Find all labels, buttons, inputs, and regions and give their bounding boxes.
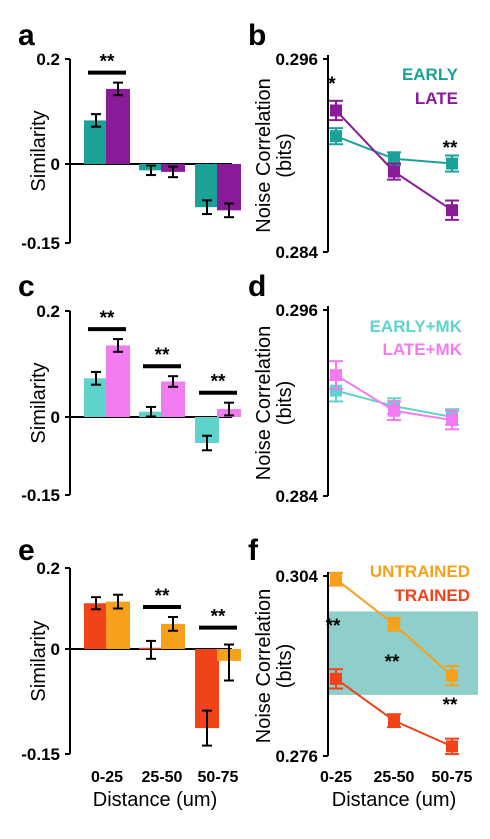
significance-mark: ** [100, 308, 115, 329]
panel-a: 0.2 0 -0.15 Similarity ** [21, 50, 241, 253]
data-point [388, 165, 400, 178]
data-point [446, 414, 458, 427]
legend-label: UNTRAINED [370, 562, 470, 581]
y-axis-label: Similarity [28, 110, 50, 191]
bar [106, 601, 130, 649]
y-tick-label: 0 [51, 155, 60, 174]
y-tick-label: -0.15 [21, 745, 60, 764]
significance-mark: ** [443, 695, 458, 716]
legend-label: EARLY+MK [370, 317, 463, 336]
panel-letter-a: a [18, 19, 35, 52]
panel-b: 0.296 0.284 Noise Correlation(bits) EARLY LA… [253, 50, 459, 262]
panel-letter-b: b [248, 19, 266, 52]
data-point [330, 104, 342, 117]
significance-mark: ** [211, 607, 226, 628]
y-tick-label: 0 [51, 640, 60, 659]
data-point [330, 130, 342, 143]
y-tick-label: 0.284 [275, 243, 318, 262]
y-tick-label: -0.15 [21, 486, 60, 505]
data-point [388, 152, 400, 165]
y-tick-label: 0.2 [36, 559, 60, 578]
y-tick-label: 0.2 [36, 50, 60, 69]
panel-e: 0.2 0 -0.15 Similarity ** ** 0-25 25-50 50-75 Dis… [21, 559, 241, 811]
significance-mark: ** [155, 586, 170, 607]
y-tick-label: -0.15 [21, 234, 60, 253]
bar [106, 88, 130, 164]
x-axis-label: Distance (um) [93, 789, 217, 811]
x-tick-label: 25-50 [142, 769, 183, 786]
legend-label: TRAINED [394, 586, 470, 605]
panel-letter-f: f [248, 534, 259, 567]
data-point [446, 157, 458, 170]
data-point [388, 714, 400, 727]
y-axis-label: Noise Correlation(bits) [253, 589, 296, 744]
significance-mark: ** [385, 652, 400, 673]
panel-d: 0.296 0.284 Noise Correlation(bits) EARLY+M… [253, 301, 463, 506]
y-tick-label: 0.296 [275, 301, 318, 320]
y-tick-label: 0 [51, 408, 60, 427]
legend-label: EARLY [402, 65, 459, 84]
x-tick-label: 0-25 [320, 769, 352, 786]
y-tick-label: 0.2 [36, 302, 60, 321]
significance-mark: ** [155, 345, 170, 366]
y-axis-label: Similarity [28, 362, 50, 443]
significance-mark: ** [211, 372, 226, 393]
panel-c: 0.2 0 -0.15 Similarity ** ** ** [21, 302, 241, 505]
data-point [446, 204, 458, 217]
y-axis-label: Noise Correlation(bits) [253, 78, 296, 233]
panel-letter-c: c [18, 270, 35, 303]
significance-mark: * [328, 74, 336, 95]
y-axis-label: Noise Correlation(bits) [253, 326, 296, 481]
bar [84, 603, 108, 649]
y-tick-label: 0.276 [275, 747, 318, 766]
significance-mark: ** [100, 52, 115, 73]
data-point [330, 672, 342, 685]
shaded-band [328, 611, 478, 695]
legend-label: LATE+MK [383, 340, 463, 359]
x-tick-label: 50-75 [198, 769, 239, 786]
data-point [446, 669, 458, 682]
data-point [446, 740, 458, 753]
y-tick-label: 0.296 [275, 50, 318, 69]
data-point [330, 369, 342, 382]
bar [106, 345, 130, 417]
panel-letter-e: e [18, 534, 35, 567]
x-tick-label: 50-75 [432, 769, 473, 786]
significance-mark: ** [443, 138, 458, 159]
x-tick-label: 0-25 [91, 769, 123, 786]
x-tick-label: 25-50 [374, 769, 415, 786]
legend-label: LATE [415, 89, 458, 108]
y-tick-label: 0.304 [275, 567, 318, 586]
data-point [330, 384, 342, 397]
y-axis-label: Similarity [28, 620, 50, 701]
y-tick-label: 0.284 [275, 487, 318, 506]
data-point [388, 618, 400, 631]
x-axis-label: Distance (um) [332, 789, 456, 811]
data-point [388, 404, 400, 417]
panel-letter-d: d [248, 270, 266, 303]
panel-f: 0.304 0.276 Noise Correlation(bits) UNTRAIN… [253, 562, 478, 811]
significance-mark: ** [326, 616, 341, 637]
data-point [330, 573, 342, 586]
